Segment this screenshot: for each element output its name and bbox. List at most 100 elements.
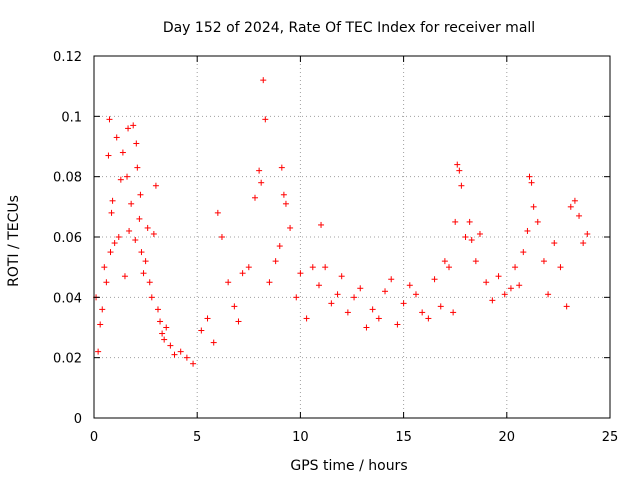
axis-ticks: 0 5 10 15 20 25 0 0.02 0.04 0.06 0.08 0.1 0.12	[53, 50, 618, 445]
data-point	[245, 264, 252, 271]
data-point	[466, 218, 473, 225]
data-point	[528, 179, 535, 186]
data-point	[406, 282, 413, 289]
plot-frame	[93, 55, 611, 419]
data-point	[293, 294, 300, 301]
data-point	[111, 240, 118, 247]
data-point	[344, 309, 351, 316]
data-point	[318, 221, 325, 228]
data-point	[272, 258, 279, 265]
data-point	[146, 279, 153, 286]
data-point	[204, 315, 211, 322]
data-point	[225, 279, 232, 286]
data-point	[501, 291, 508, 298]
data-point	[125, 125, 132, 132]
y-tick-label: 0.12	[53, 50, 82, 65]
data-point	[121, 273, 128, 280]
data-point	[97, 321, 104, 328]
data-point	[260, 77, 267, 84]
data-point	[534, 218, 541, 225]
data-point	[103, 279, 110, 286]
data-point	[584, 230, 591, 237]
data-point	[198, 327, 205, 334]
data-point	[563, 303, 570, 310]
x-tick-label: 10	[292, 430, 309, 445]
data-point	[161, 336, 168, 343]
data-point	[128, 200, 135, 207]
data-point	[322, 264, 329, 271]
data-point	[557, 264, 564, 271]
data-point	[507, 285, 514, 292]
data-point	[106, 116, 113, 123]
data-point	[450, 309, 457, 316]
data-point	[119, 149, 126, 156]
data-point	[309, 264, 316, 271]
data-point	[95, 348, 102, 355]
data-point	[334, 291, 341, 298]
data-point	[137, 191, 144, 198]
data-point	[163, 324, 170, 331]
x-tick-label: 25	[602, 430, 619, 445]
data-point	[476, 230, 483, 237]
data-point	[338, 273, 345, 280]
data-point	[154, 306, 161, 313]
data-point	[280, 191, 287, 198]
data-point	[171, 351, 178, 358]
data-point	[134, 164, 141, 171]
data-point	[190, 360, 197, 367]
data-point	[580, 240, 587, 247]
data-point	[276, 243, 283, 250]
data-point	[303, 315, 310, 322]
data-point	[369, 306, 376, 313]
data-point	[388, 276, 395, 283]
data-point	[99, 306, 106, 313]
data-point	[126, 227, 133, 234]
data-point	[545, 291, 552, 298]
y-tick-label: 0.08	[53, 171, 82, 186]
y-tick-label: 0	[74, 412, 82, 427]
y-axis-label: ROTI / TECUs	[6, 195, 22, 287]
data-point	[152, 182, 159, 189]
y-tick-label: 0.02	[53, 352, 82, 367]
x-axis-label: GPS time / hours	[290, 458, 407, 474]
data-point	[375, 315, 382, 322]
data-point	[287, 224, 294, 231]
data-point	[239, 270, 246, 277]
data-point	[117, 176, 124, 183]
data-point	[495, 273, 502, 280]
data-point	[133, 140, 140, 147]
data-point	[462, 234, 469, 240]
data-point	[540, 258, 547, 265]
data-point	[512, 264, 519, 271]
chart-title: Day 152 of 2024, Rate Of TEC Index for r…	[163, 20, 535, 36]
data-point	[105, 152, 112, 159]
data-point	[526, 173, 533, 180]
data-point	[113, 134, 120, 141]
data-point	[159, 330, 166, 337]
data-point	[278, 164, 285, 171]
data-point	[472, 258, 479, 265]
data-point	[157, 318, 164, 325]
data-point	[441, 258, 448, 265]
data-point	[567, 203, 574, 210]
data-point	[419, 309, 426, 316]
data-point	[138, 249, 145, 256]
data-point	[148, 294, 155, 301]
data-point	[382, 288, 389, 295]
data-point	[524, 227, 531, 234]
data-point	[458, 182, 465, 189]
data-point	[144, 224, 151, 231]
data-marks	[93, 77, 591, 367]
grid-layer	[94, 56, 610, 418]
data-point	[101, 264, 108, 271]
y-tick-label: 0.1	[61, 110, 82, 125]
data-point	[315, 282, 322, 289]
data-point	[489, 297, 496, 304]
x-tick-label: 15	[395, 430, 412, 445]
y-tick-label: 0.06	[53, 231, 82, 246]
data-point	[468, 237, 475, 244]
data-point	[551, 240, 558, 247]
data-point	[256, 167, 263, 174]
data-point	[483, 279, 490, 286]
